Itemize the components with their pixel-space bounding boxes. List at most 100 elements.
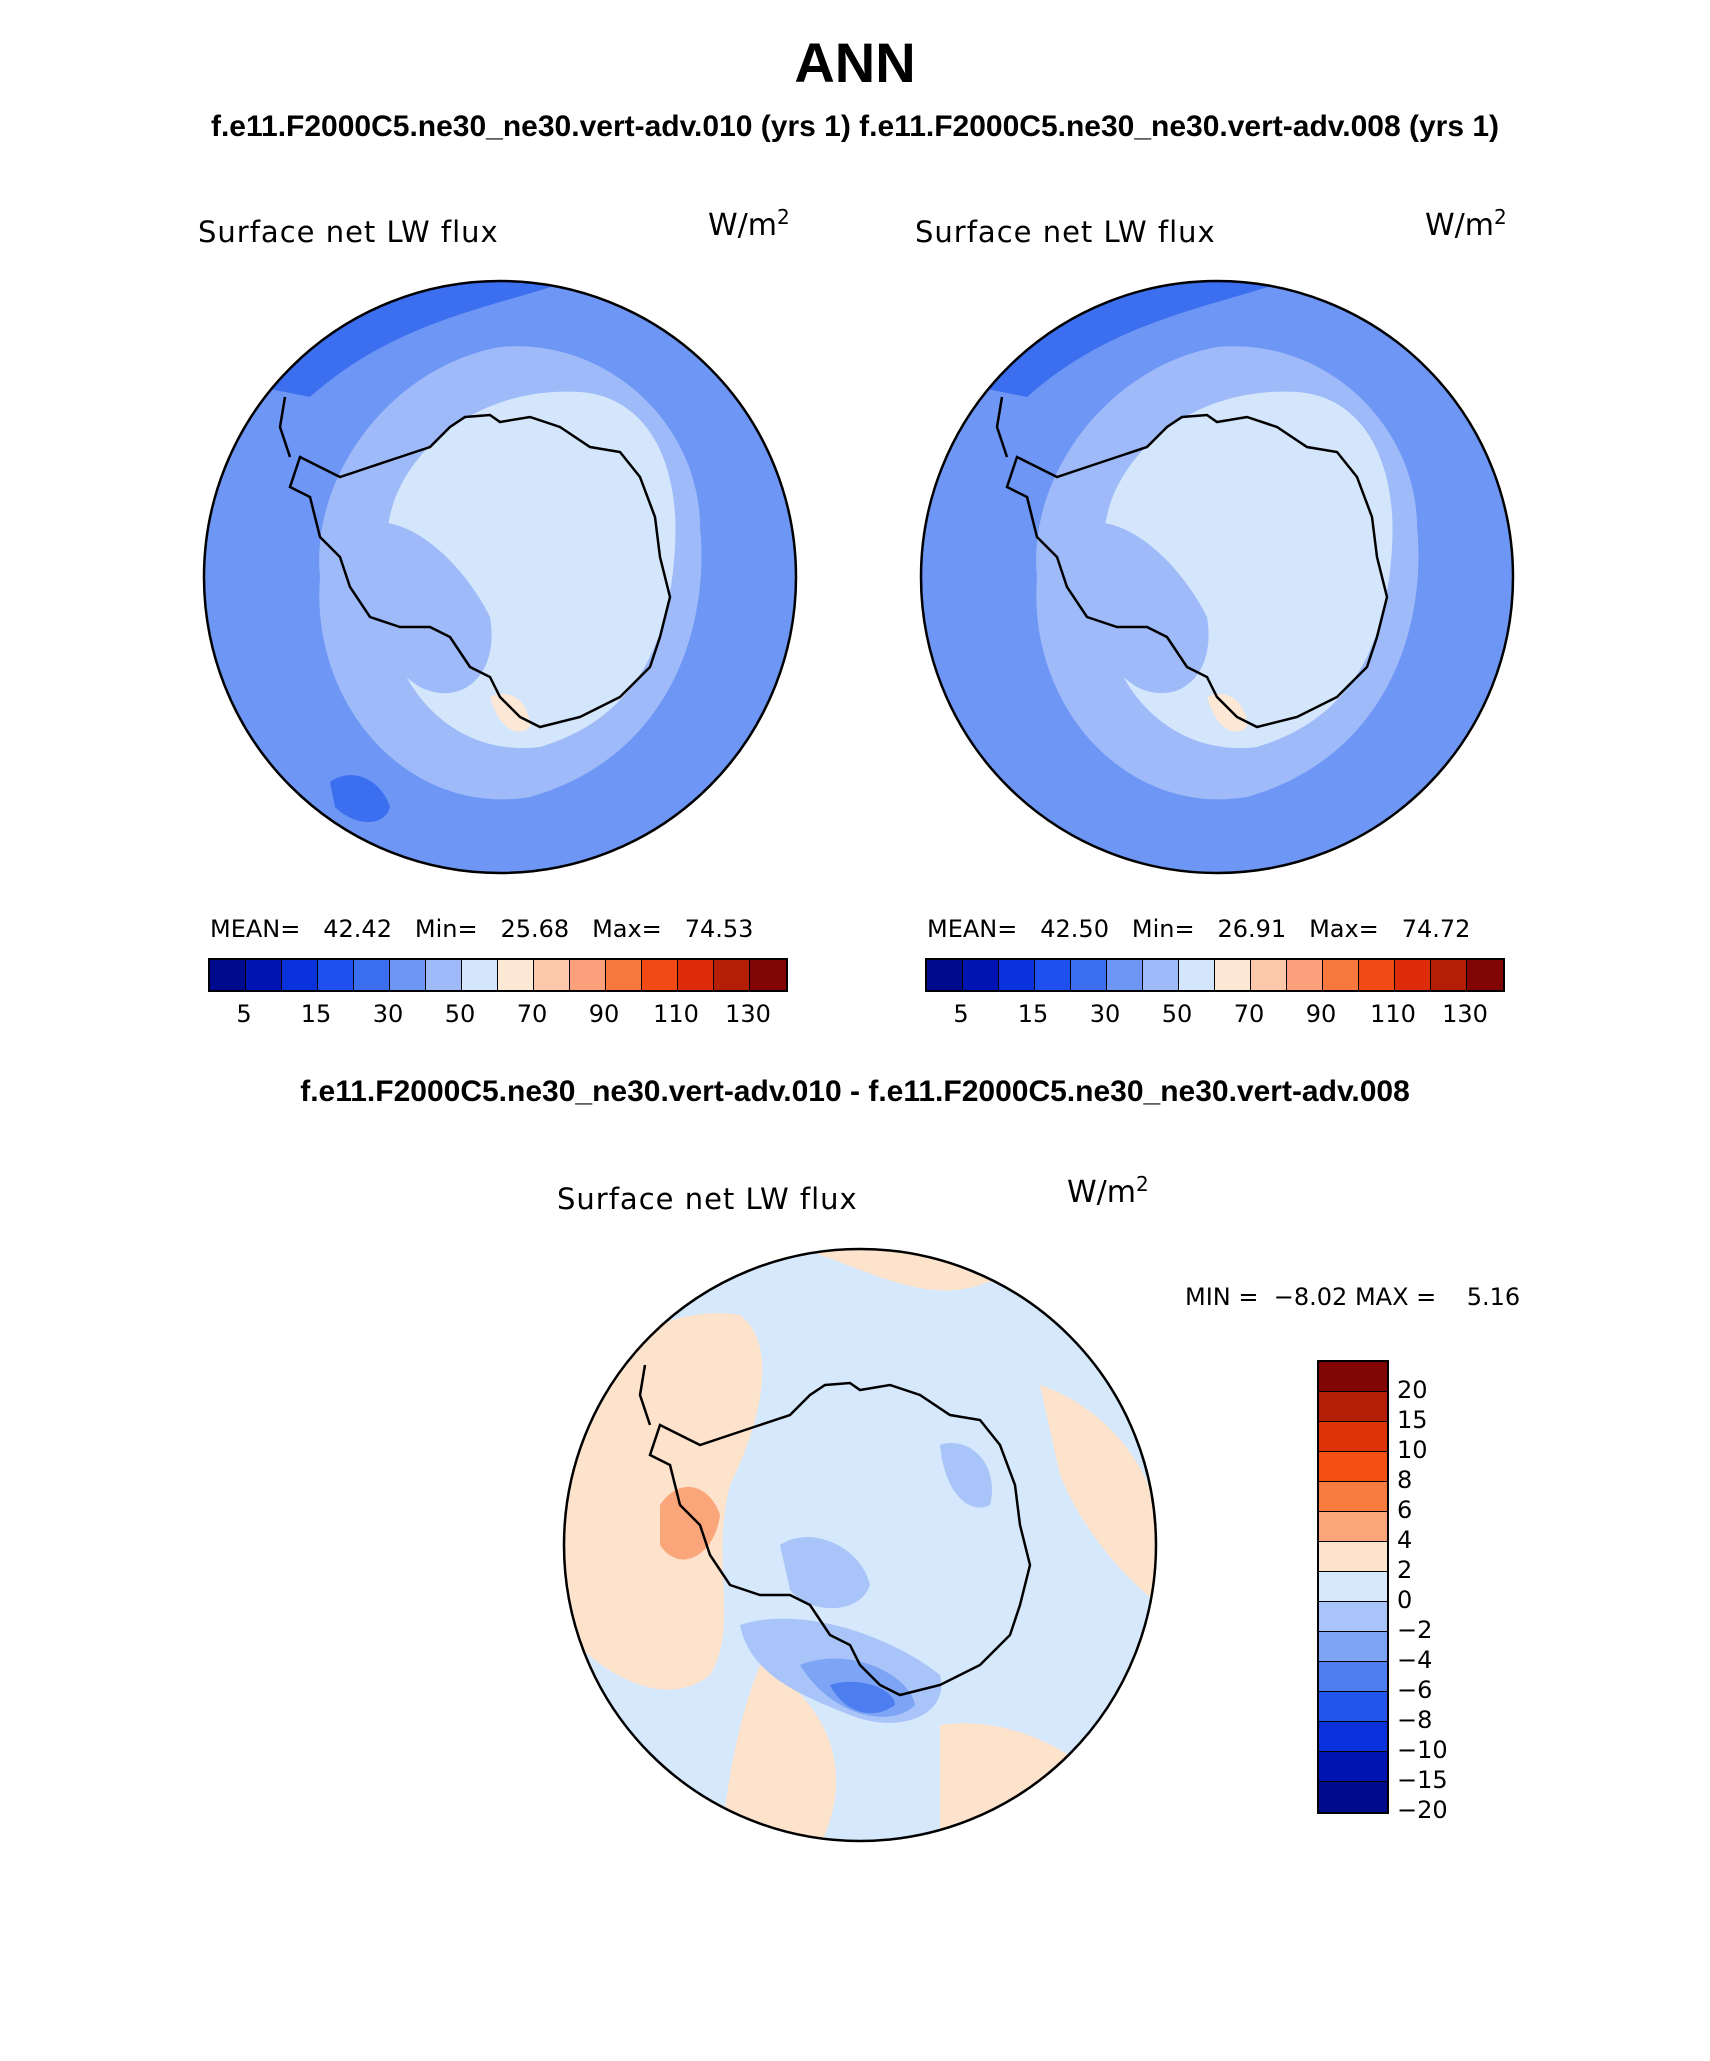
- panel1-dark-patch-south: [330, 775, 390, 822]
- colorbar-box: [1251, 960, 1287, 990]
- diff-peach-west: [564, 1313, 763, 1690]
- panel1-polar-map: [202, 279, 798, 875]
- panel1-peninsula: [278, 396, 292, 458]
- panel1-units: W/m2: [708, 205, 790, 243]
- diff-polar-map: [562, 1247, 1158, 1843]
- colorbar-box: [678, 960, 714, 990]
- diff-colorbar-box: [1319, 1392, 1387, 1422]
- diff-blue-east: [940, 1443, 992, 1508]
- colorbar-box: [606, 960, 642, 990]
- colorbar-tick-label: 90: [1305, 1000, 1337, 1028]
- diff-colorbar-box: [1319, 1692, 1387, 1722]
- colorbar-box: [1323, 960, 1359, 990]
- colorbar-box: [963, 960, 999, 990]
- diff-colorbar-tick-label: 15: [1397, 1406, 1428, 1434]
- diff-panel-label: Surface net LW flux: [557, 1182, 858, 1216]
- diff-colorbar-tick-label: 8: [1397, 1466, 1413, 1494]
- diff-max-value: 5.16: [1466, 1283, 1521, 1311]
- panel2-colorbar: [925, 958, 1505, 992]
- panel1-colorbar: [208, 958, 788, 992]
- diff-colorbar-tick-label: 2: [1397, 1556, 1413, 1584]
- diff-colorbar-box: [1319, 1482, 1387, 1512]
- panel1-warm-patch: [490, 693, 530, 732]
- diff-peach-south: [720, 1665, 836, 1841]
- colorbar-box: [1431, 960, 1467, 990]
- colorbar-tick-label: 50: [1161, 1000, 1193, 1028]
- diff-colorbar-tick-label: −2: [1397, 1616, 1433, 1644]
- diff-colorbar-tick-label: −15: [1397, 1766, 1448, 1794]
- colorbar-box: [354, 960, 390, 990]
- diff-colorbar-box: [1319, 1572, 1387, 1602]
- colorbar-box: [1107, 960, 1143, 990]
- diff-min-label: MIN =: [1185, 1283, 1259, 1311]
- colorbar-box: [426, 960, 462, 990]
- diff-colorbar-tick-label: −4: [1397, 1646, 1433, 1674]
- colorbar-box: [642, 960, 678, 990]
- diff-colorbar-tick-label: 4: [1397, 1526, 1413, 1554]
- colorbar-box: [1395, 960, 1431, 990]
- diff-colorbar-tick-label: −6: [1397, 1676, 1433, 1704]
- panel2-mean-label: MEAN=: [927, 915, 1018, 943]
- colorbar-box: [1215, 960, 1251, 990]
- colorbar-tick-label: 110: [653, 1000, 699, 1028]
- colorbar-tick-label: 30: [372, 1000, 404, 1028]
- colorbar-box: [318, 960, 354, 990]
- panel1-coastline: [288, 413, 672, 729]
- panel2-label: Surface net LW flux: [915, 215, 1216, 249]
- diff-colorbar-box: [1319, 1512, 1387, 1542]
- panel2-polar-map: [919, 279, 1515, 875]
- panel1-dark-patch-north: [260, 281, 580, 397]
- colorbar-tick-label: 5: [236, 1000, 252, 1028]
- diff-coastline: [648, 1381, 1032, 1697]
- colorbar-box: [210, 960, 246, 990]
- panel1-mean-value: 42.42: [323, 915, 392, 943]
- diff-colorbar-box: [1319, 1722, 1387, 1752]
- colorbar-box: [534, 960, 570, 990]
- diff-dark-blue-patch: [830, 1681, 895, 1714]
- diff-blue-ross: [780, 1537, 870, 1609]
- colorbar-tick-label: 70: [516, 1000, 548, 1028]
- subtitle: f.e11.F2000C5.ne30_ne30.vert-adv.010 (yr…: [210, 110, 1500, 143]
- diff-colorbar-tick-label: 6: [1397, 1496, 1413, 1524]
- colorbar-tick-label: 90: [588, 1000, 620, 1028]
- diff-colorbar-tick-label: 0: [1397, 1586, 1413, 1614]
- diff-colorbar-box: [1319, 1542, 1387, 1572]
- colorbar-box: [927, 960, 963, 990]
- diff-colorbar-box: [1319, 1452, 1387, 1482]
- colorbar-box: [714, 960, 750, 990]
- diff-colorbar-box: [1319, 1632, 1387, 1662]
- diff-max-label: MAX =: [1354, 1283, 1437, 1311]
- colorbar-box: [282, 960, 318, 990]
- diff-colorbar-box: [1319, 1362, 1387, 1392]
- colorbar-tick-label: 130: [725, 1000, 771, 1028]
- colorbar-box: [570, 960, 606, 990]
- diff-colorbar-box: [1319, 1422, 1387, 1452]
- panel1-min-value: 25.68: [500, 915, 570, 943]
- colorbar-box: [1359, 960, 1395, 990]
- colorbar-tick-label: 130: [1442, 1000, 1488, 1028]
- colorbar-box: [390, 960, 426, 990]
- diff-peach-east: [1040, 1385, 1156, 1605]
- colorbar-tick-label: 5: [953, 1000, 969, 1028]
- panel2-units: W/m2: [1425, 205, 1507, 243]
- colorbar-box: [498, 960, 534, 990]
- difference-title: f.e11.F2000C5.ne30_ne30.vert-adv.010 - f…: [300, 1075, 1410, 1108]
- diff-colorbar-box: [1319, 1662, 1387, 1692]
- colorbar-tick-label: 30: [1089, 1000, 1121, 1028]
- panel2-min-value: 26.91: [1217, 915, 1287, 943]
- colorbar-tick-label: 15: [300, 1000, 332, 1028]
- colorbar-box: [1179, 960, 1215, 990]
- diff-colorbar-box: [1319, 1782, 1387, 1812]
- colorbar-box: [999, 960, 1035, 990]
- panel2-coastline: [1005, 413, 1389, 729]
- panel2-min-label: Min=: [1131, 915, 1195, 943]
- panel2-dark-patch-north: [977, 281, 1297, 397]
- panel1-max-value: 74.53: [684, 915, 754, 943]
- panel1-map-border: [202, 279, 798, 875]
- diff-colorbar-box: [1319, 1602, 1387, 1632]
- panel2-map-border: [919, 279, 1515, 875]
- colorbar-tick-label: 70: [1233, 1000, 1265, 1028]
- diff-colorbar-box: [1319, 1752, 1387, 1782]
- colorbar-box: [1467, 960, 1503, 990]
- diff-colorbar: [1317, 1360, 1389, 1814]
